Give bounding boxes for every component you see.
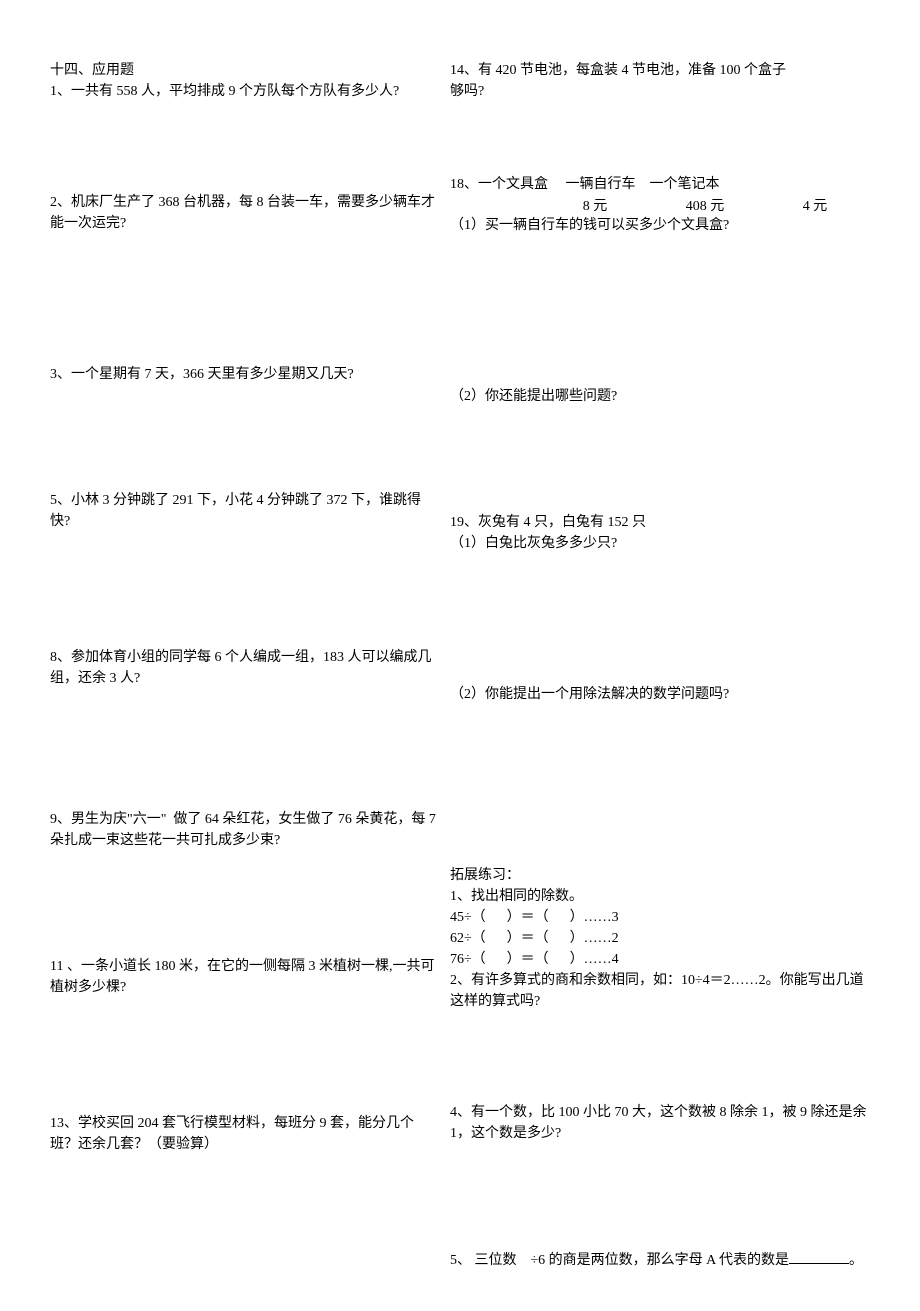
question-5: 5、小林 3 分钟跳了 291 下，小花 4 分钟跳了 372 下，谁跳得快? (50, 490, 440, 532)
spacer (50, 851, 440, 956)
spacer (50, 532, 440, 647)
extension-5-post: 。 (849, 1253, 863, 1268)
question-19-sub1: （1）白兔比灰兔多多少只? (450, 533, 870, 554)
spacer (50, 102, 440, 192)
extension-1-title: 1、找出相同的除数。 (450, 886, 870, 907)
extension-1-line3: 76÷（ ）＝（ ）……4 (450, 949, 870, 970)
spacer (450, 554, 870, 684)
spacer (450, 407, 870, 512)
question-8: 8、参加体育小组的同学每 6 个人编成一组，183 人可以编成几组，还余 3 人… (50, 647, 440, 689)
price-notebook: 4 元 (760, 195, 870, 215)
right-column: 14、有 420 节电池，每盒装 4 节电池，准备 100 个盒子 够吗? 18… (450, 60, 870, 1271)
spacer (50, 385, 440, 490)
spacer (450, 102, 870, 174)
question-18-prices: 8 元 408 元 4 元 (450, 195, 870, 215)
question-13: 13、学校买回 204 套飞行模型材料，每班分 9 套，能分几个班？还余几套？（… (50, 1113, 440, 1155)
price-pencilcase: 8 元 (540, 195, 650, 215)
spacer (450, 236, 870, 386)
spacer (50, 689, 440, 809)
spacer (450, 705, 870, 865)
question-14-line1: 14、有 420 节电池，每盒装 4 节电池，准备 100 个盒子 (450, 60, 870, 81)
extension-title: 拓展练习： (450, 865, 870, 886)
extension-1-line2: 62÷（ ）＝（ ）……2 (450, 928, 870, 949)
question-18-sub1: （1）买一辆自行车的钱可以买多少个文具盒? (450, 215, 870, 236)
extension-5-pre: 5、 三位数 ÷6 的商是两位数，那么字母 A 代表的数是 (450, 1253, 789, 1268)
question-19-sub2: （2）你能提出一个用除法解决的数学问题吗? (450, 684, 870, 705)
extension-5: 5、 三位数 ÷6 的商是两位数，那么字母 A 代表的数是 。 (450, 1249, 870, 1271)
question-1: 1、一共有 558 人，平均排成 9 个方队每个方队有多少人? (50, 81, 440, 102)
question-18-sub2: （2）你还能提出哪些问题? (450, 386, 870, 407)
question-14-line2: 够吗? (450, 81, 870, 102)
question-11: 11 、一条小道长 180 米，在它的一侧每隔 3 米植树一棵,一共可植树多少棵… (50, 956, 440, 998)
extension-4: 4、有一个数，比 100 小比 70 大，这个数被 8 除余 1，被 9 除还是… (450, 1102, 870, 1144)
question-2: 2、机床厂生产了 368 台机器，每 8 台装一车，需要多少辆车才能一次运完? (50, 192, 440, 234)
section-heading: 十四、应用题 (50, 60, 440, 81)
spacer (450, 1012, 870, 1102)
extension-2: 2、有许多算式的商和余数相同，如：10÷4＝2……2。你能写出几道这样的算式吗? (450, 970, 870, 1012)
question-19-head: 19、灰兔有 4 只，白兔有 152 只 (450, 512, 870, 533)
extension-1-line1: 45÷（ ）＝（ ）……3 (450, 907, 870, 928)
left-column: 十四、应用题 1、一共有 558 人，平均排成 9 个方队每个方队有多少人? 2… (50, 60, 450, 1271)
page-root: 十四、应用题 1、一共有 558 人，平均排成 9 个方队每个方队有多少人? 2… (0, 0, 920, 1311)
question-18-head: 18、一个文具盒 一辆自行车 一个笔记本 (450, 174, 870, 195)
spacer (50, 998, 440, 1113)
question-9: 9、男生为庆"六一" 做了 64 朵红花，女生做了 76 朵黄花，每 7 朵扎成… (50, 809, 440, 851)
spacer (50, 234, 440, 364)
blank-underline (789, 1249, 849, 1264)
question-3: 3、一个星期有 7 天，366 天里有多少星期又几天? (50, 364, 440, 385)
price-bike: 408 元 (650, 195, 760, 215)
spacer (450, 1144, 870, 1249)
